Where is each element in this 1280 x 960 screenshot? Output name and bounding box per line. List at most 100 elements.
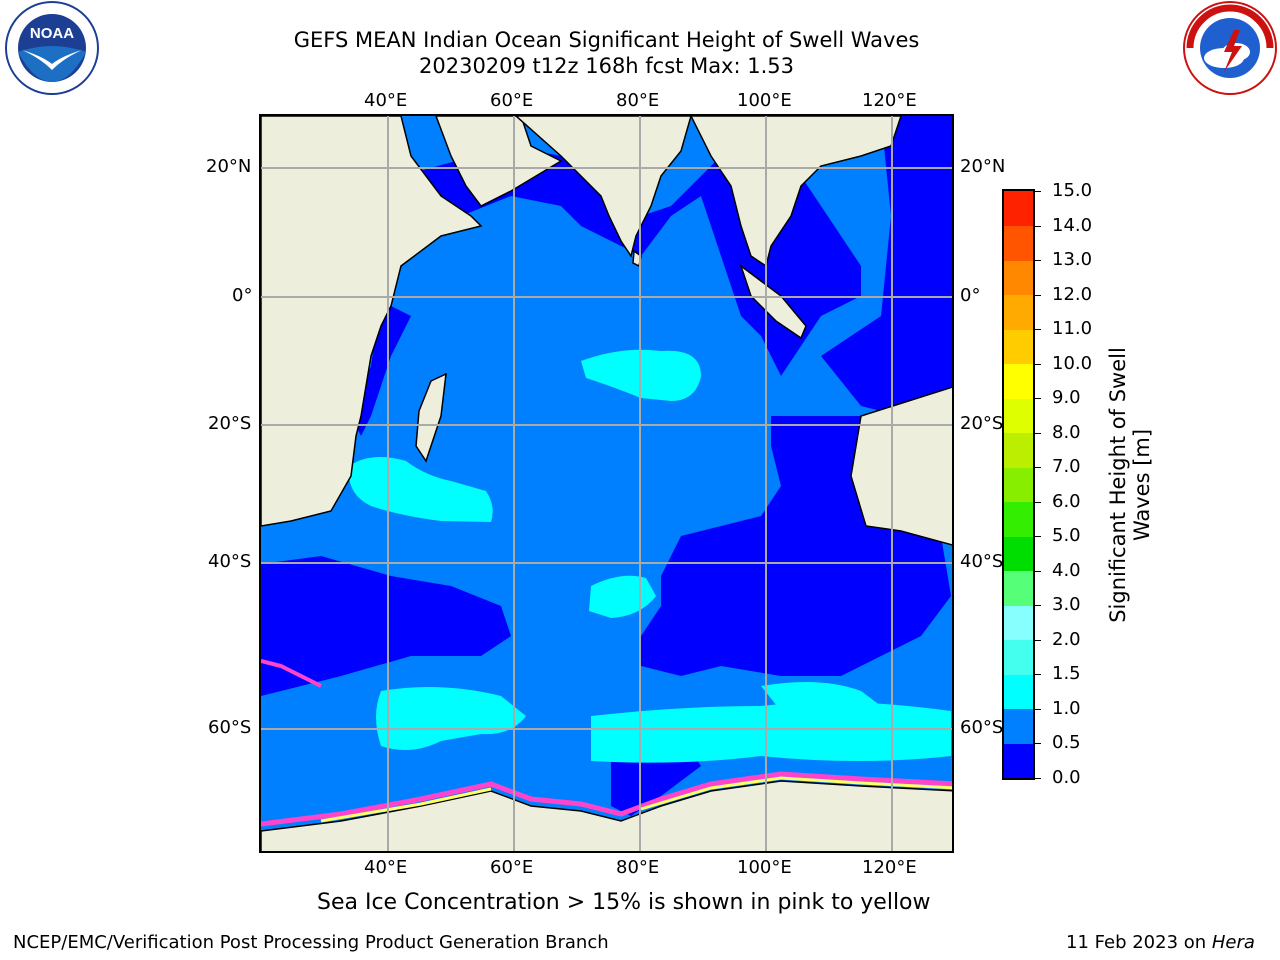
colorbar-tick-mark xyxy=(1035,639,1041,641)
colorbar-tick-label: 1.0 xyxy=(1052,697,1081,719)
colorbar-segment xyxy=(1004,570,1033,606)
colorbar-tick-mark xyxy=(1035,743,1041,745)
colorbar-tick-mark xyxy=(1035,467,1041,469)
colorbar-tick-mark xyxy=(1035,605,1041,607)
footer-host: Hera xyxy=(1211,932,1255,953)
lon-label-top-100e: 100°E xyxy=(737,90,792,111)
colorbar-segment xyxy=(1004,432,1033,468)
lat-label-right-20n: 20°N xyxy=(960,156,1006,177)
australia-landmass xyxy=(850,386,952,546)
colorbar-segment xyxy=(1004,363,1033,399)
colorbar-tick-label: 5.0 xyxy=(1052,525,1081,547)
lat-label-right-60s: 60°S xyxy=(960,717,1004,738)
arabia-landmass xyxy=(435,116,563,207)
footer-date: 11 Feb 2023 on Hera xyxy=(1066,932,1255,953)
colorbar-tick-mark xyxy=(1035,570,1041,572)
cyan-patch-southern-ocean xyxy=(591,702,951,763)
colorbar-tick-mark xyxy=(1035,708,1041,710)
colorbar-segment xyxy=(1004,225,1033,261)
colorbar-tick-label: 11.0 xyxy=(1052,318,1093,340)
footer-credit: NCEP/EMC/Verification Post Processing Pr… xyxy=(13,932,609,953)
colorbar-tick-mark xyxy=(1035,294,1041,296)
colorbar-tick-mark xyxy=(1035,778,1041,779)
colorbar-tick-mark xyxy=(1035,432,1041,434)
colorbar-tick-mark xyxy=(1035,260,1041,262)
chart-title: GEFS MEAN Indian Ocean Significant Heigh… xyxy=(293,28,920,52)
colorbar-tick-label: 13.0 xyxy=(1052,249,1093,271)
colorbar-tick-label: 10.0 xyxy=(1052,352,1093,374)
map-gridlines xyxy=(261,116,952,851)
lon-label-bottom-120e: 120°E xyxy=(862,857,917,878)
lat-label-left-60s: 60°S xyxy=(208,717,252,738)
colorbar-segment xyxy=(1004,467,1033,503)
antarctica-landmass xyxy=(261,780,952,851)
colorbar-segment xyxy=(1004,191,1033,227)
national-weather-service-logo-icon xyxy=(1180,0,1280,100)
lon-label-top-80e: 80°E xyxy=(616,90,660,111)
colorbar-label-line1: Significant Height of Swell xyxy=(1106,347,1130,623)
lon-label-top-120e: 120°E xyxy=(862,90,917,111)
colorbar-label-line2: Waves [m] xyxy=(1130,428,1154,542)
colorbar-tick-mark xyxy=(1035,501,1041,503)
colorbar-tick-mark xyxy=(1035,225,1041,227)
madagascar-landmass xyxy=(415,372,447,463)
cyan-patch-southwest xyxy=(376,687,526,750)
colorbar-tick-label: 14.0 xyxy=(1052,214,1093,236)
colorbar-segment xyxy=(1004,674,1033,710)
map-panel xyxy=(259,114,954,853)
colorbar-tick-mark xyxy=(1035,536,1041,538)
colorbar-segment xyxy=(1004,501,1033,537)
colorbar-tick-mark xyxy=(1035,329,1041,331)
colorbar-tick-label: 2.0 xyxy=(1052,628,1081,650)
land-masses xyxy=(261,116,952,851)
colorbar-tick-label: 6.0 xyxy=(1052,490,1081,512)
colorbar-tick-label: 8.0 xyxy=(1052,421,1081,443)
lon-label-bottom-40e: 40°E xyxy=(364,857,408,878)
colorbar-segment xyxy=(1004,605,1033,641)
lat-label-right-0: 0° xyxy=(960,285,981,306)
swell-height-map xyxy=(261,116,952,851)
lon-label-bottom-100e: 100°E xyxy=(737,857,792,878)
colorbar-tick-mark xyxy=(1035,398,1041,400)
colorbar-tick-label: 12.0 xyxy=(1052,283,1093,305)
colorbar-tick-mark xyxy=(1035,674,1041,676)
lon-label-bottom-80e: 80°E xyxy=(616,857,660,878)
lat-label-left-20s: 20°S xyxy=(208,413,252,434)
colorbar-segment xyxy=(1004,743,1033,779)
colorbar-segment xyxy=(1004,708,1033,744)
lat-label-left-0: 0° xyxy=(232,285,253,306)
colorbar-segment xyxy=(1004,639,1033,675)
noaa-logo-text: NOAA xyxy=(30,25,74,42)
lon-label-top-60e: 60°E xyxy=(490,90,534,111)
noaa-logo-icon: NOAA xyxy=(0,0,104,100)
colorbar-segment xyxy=(1004,294,1033,330)
colorbar-tick-label: 4.0 xyxy=(1052,559,1081,581)
chart-subtitle: 20230209 t12z 168h fcst Max: 1.53 xyxy=(419,54,794,78)
lat-label-left-20n: 20°N xyxy=(206,156,252,177)
colorbar-segment xyxy=(1004,398,1033,434)
colorbar-tick-label: 3.0 xyxy=(1052,594,1081,616)
india-landmass xyxy=(514,116,692,258)
sea-ice-caption: Sea Ice Concentration > 15% is shown in … xyxy=(317,890,931,915)
footer-date-text: 11 Feb 2023 on xyxy=(1066,932,1212,953)
colorbar-tick-label: 9.0 xyxy=(1052,387,1081,409)
colorbar-segment xyxy=(1004,536,1033,572)
colorbar xyxy=(1002,189,1035,780)
colorbar-tick-mark xyxy=(1035,191,1041,192)
colorbar-tick-label: 1.5 xyxy=(1052,663,1081,685)
colorbar-segment xyxy=(1004,260,1033,296)
colorbar-label: Significant Height of Swell Waves [m] xyxy=(1106,347,1154,623)
southeast-asia-landmass xyxy=(690,116,902,268)
lat-label-right-20s: 20°S xyxy=(960,413,1004,434)
colorbar-tick-mark xyxy=(1035,363,1041,365)
colorbar-tick-label: 0.5 xyxy=(1052,732,1081,754)
lat-label-left-40s: 40°S xyxy=(208,551,252,572)
lon-label-bottom-60e: 60°E xyxy=(490,857,534,878)
cyan-patch-south-africa xyxy=(348,457,493,522)
africa-landmass xyxy=(261,116,483,527)
lon-label-top-40e: 40°E xyxy=(364,90,408,111)
lat-label-right-40s: 40°S xyxy=(960,551,1004,572)
colorbar-tick-label: 7.0 xyxy=(1052,456,1081,478)
colorbar-tick-label: 15.0 xyxy=(1052,180,1093,201)
colorbar-tick-label: 0.0 xyxy=(1052,767,1081,788)
